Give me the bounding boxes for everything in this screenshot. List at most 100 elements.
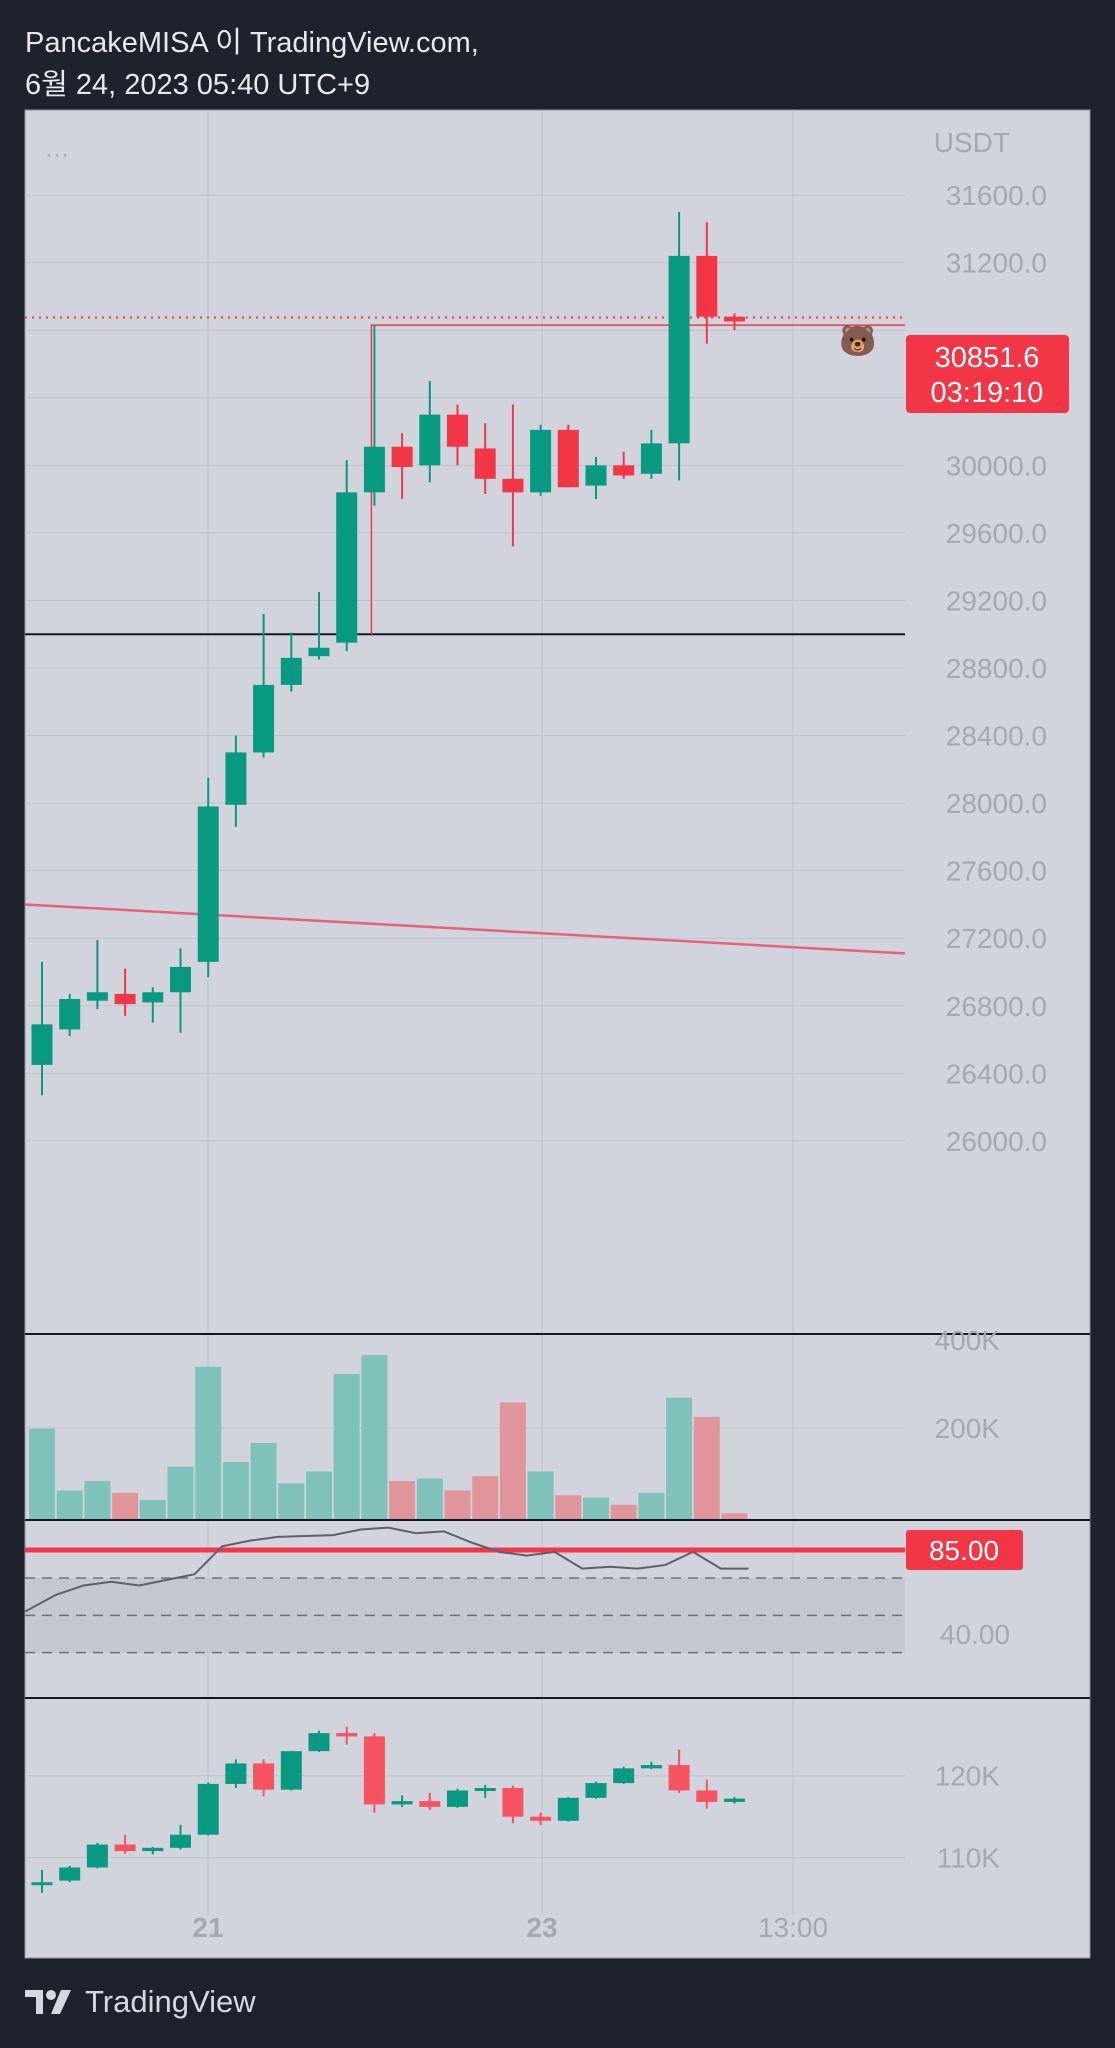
candle-body[interactable] — [114, 993, 136, 1005]
volume-bar[interactable] — [666, 1397, 693, 1519]
volume-bar[interactable] — [416, 1478, 443, 1519]
volume-bar[interactable] — [527, 1471, 554, 1519]
cvd-candle-body[interactable] — [336, 1733, 358, 1737]
candle-body[interactable] — [363, 446, 385, 493]
volume-bar[interactable] — [112, 1492, 139, 1519]
candle-body[interactable] — [86, 992, 108, 1001]
candle-body[interactable] — [640, 443, 662, 474]
price-tick-label: 26000.0 — [946, 1126, 1047, 1157]
candle-body[interactable] — [336, 492, 358, 643]
price-tick-label: 29200.0 — [946, 585, 1047, 616]
candle-body[interactable] — [419, 414, 441, 466]
candle-body[interactable] — [668, 255, 690, 444]
candle-body[interactable] — [31, 1024, 53, 1065]
cvd-candle-body[interactable] — [696, 1790, 718, 1802]
cvd-candle-body[interactable] — [668, 1765, 690, 1791]
volume-bar[interactable] — [361, 1355, 388, 1519]
rsi-line — [24, 1526, 749, 1613]
volume-bar[interactable] — [583, 1497, 609, 1519]
last-price-badge — [906, 335, 1069, 413]
cvd-candle-body[interactable] — [530, 1816, 552, 1821]
candle-body[interactable] — [391, 446, 413, 468]
candle-body[interactable] — [170, 966, 191, 993]
candle-body[interactable] — [530, 429, 552, 493]
time-axis-label: 21 — [192, 1912, 223, 1943]
candlestick-chart[interactable]: 31600.031200.030400.030000.029600.029200… — [0, 0, 1115, 1965]
cvd-candle-body[interactable] — [170, 1834, 191, 1848]
volume-bar[interactable] — [610, 1504, 637, 1519]
candle-body[interactable] — [447, 414, 468, 447]
price-tick-label: 26800.0 — [946, 991, 1047, 1022]
author-and-site: PancakeMISA 이 TradingView.com, — [25, 27, 479, 59]
cvd-candle-body[interactable] — [86, 1844, 108, 1868]
cvd-candle-body[interactable] — [253, 1763, 275, 1790]
price-tick-label: 28000.0 — [946, 788, 1047, 819]
cvd-candle-body[interactable] — [308, 1733, 330, 1752]
cvd-candle-body[interactable] — [613, 1768, 635, 1784]
cvd-candle-body[interactable] — [585, 1783, 607, 1798]
candle-body[interactable] — [724, 316, 745, 322]
volume-bar[interactable] — [333, 1374, 360, 1519]
cvd-candle-body[interactable] — [447, 1790, 468, 1807]
volume-bar[interactable] — [278, 1483, 305, 1519]
cvd-candle-body[interactable] — [31, 1882, 53, 1886]
volume-bar[interactable] — [555, 1495, 582, 1519]
more-options-icon[interactable]: ··· — [45, 141, 69, 168]
candle-body[interactable] — [253, 684, 275, 753]
volume-bar[interactable] — [29, 1428, 55, 1519]
volume-bar[interactable] — [499, 1402, 526, 1519]
volume-bar[interactable] — [139, 1499, 166, 1519]
cvd-candle-body[interactable] — [114, 1844, 136, 1852]
volume-bar[interactable] — [56, 1490, 83, 1519]
price-tick-label: 30000.0 — [946, 450, 1047, 481]
candle-body[interactable] — [225, 752, 247, 805]
volume-bar[interactable] — [167, 1466, 194, 1519]
cvd-candle-body[interactable] — [724, 1798, 745, 1802]
cvd-candle-body[interactable] — [502, 1788, 524, 1817]
cvd-candle-body[interactable] — [391, 1801, 413, 1805]
candle-body[interactable] — [280, 657, 302, 685]
volume-bar[interactable] — [306, 1471, 332, 1519]
volume-bar[interactable] — [444, 1490, 471, 1519]
cvd-tick-label: 110K — [937, 1843, 1001, 1874]
candle-body[interactable] — [585, 465, 607, 486]
volume-bar[interactable] — [250, 1442, 277, 1519]
candle-body[interactable] — [502, 478, 524, 493]
candle-body[interactable] — [142, 992, 164, 1003]
currency-label: USDT — [934, 127, 1010, 158]
rsi-tick-label: 40.00 — [940, 1619, 1010, 1650]
volume-bar[interactable] — [389, 1480, 416, 1519]
volume-bar[interactable] — [693, 1416, 720, 1519]
volume-bar[interactable] — [472, 1476, 499, 1519]
cvd-candle-body[interactable] — [363, 1736, 385, 1805]
volume-bar[interactable] — [195, 1366, 222, 1519]
candle-body[interactable] — [557, 429, 579, 488]
brand-name: TradingView — [85, 1984, 256, 2019]
volume-tick-label: 400K — [935, 1325, 1001, 1356]
snapshot-date: 6월 24, 2023 05:40 UTC+9 — [25, 69, 371, 101]
cvd-candle-body[interactable] — [280, 1751, 302, 1790]
cvd-candle-body[interactable] — [557, 1797, 579, 1821]
volume-bar[interactable] — [721, 1513, 748, 1519]
cvd-candle-body[interactable] — [197, 1783, 219, 1835]
volume-bar[interactable] — [84, 1480, 111, 1519]
cvd-candle-body[interactable] — [474, 1788, 496, 1792]
volume-bar[interactable] — [638, 1492, 665, 1519]
cvd-candle-body[interactable] — [419, 1801, 441, 1807]
cvd-candle-body[interactable] — [640, 1765, 662, 1769]
candle-body[interactable] — [197, 806, 219, 962]
moving-average-line — [24, 903, 906, 955]
rsi-level-value: 85.00 — [929, 1535, 999, 1566]
candle-body[interactable] — [59, 999, 81, 1030]
candle-body[interactable] — [696, 255, 718, 317]
cvd-candle-body[interactable] — [59, 1867, 81, 1881]
cvd-candle-body[interactable] — [142, 1847, 164, 1852]
volume-bar[interactable] — [222, 1461, 249, 1519]
price-tick-label: 31200.0 — [946, 248, 1047, 279]
resistance-drawing[interactable] — [370, 324, 905, 635]
candle-body[interactable] — [613, 465, 635, 476]
cvd-candle-body[interactable] — [225, 1763, 247, 1784]
candle-body[interactable] — [474, 448, 496, 479]
candle-body[interactable] — [308, 647, 330, 657]
price-tick-label: 31600.0 — [946, 180, 1047, 211]
